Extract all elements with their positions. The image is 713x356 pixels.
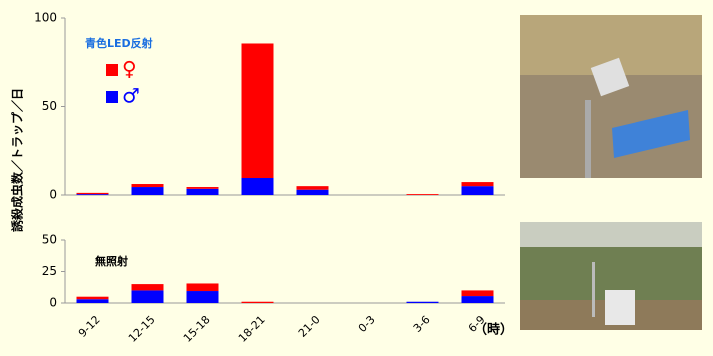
bar-segment <box>187 187 219 189</box>
bar-segment <box>132 187 164 195</box>
y-tick-label: 0 <box>49 296 57 310</box>
legend-swatch <box>106 91 118 103</box>
bar-segment <box>187 189 219 195</box>
bar-segment <box>77 297 109 300</box>
bar-segment <box>407 302 439 303</box>
bar-segment <box>132 290 164 303</box>
bar-segment <box>407 194 439 195</box>
bar-segment <box>77 194 109 195</box>
bar-segment <box>132 184 164 187</box>
bar-segment <box>462 290 494 296</box>
bar-segment <box>187 283 219 291</box>
bar-segment <box>187 291 219 303</box>
legend-label: ♀ <box>122 57 137 81</box>
chart: 誘殺成虫数／トラップ／日 青色LED反射 無照射 （時） 05010002550… <box>0 0 713 356</box>
bar-segment <box>242 302 274 303</box>
y-tick-label: 25 <box>42 264 57 278</box>
bar-segment <box>297 190 329 195</box>
photo-no-light-trap <box>520 222 702 330</box>
bar-segment <box>132 284 164 290</box>
bar-segment <box>242 43 274 178</box>
y-axis-label: 誘殺成虫数／トラップ／日 <box>10 88 25 232</box>
legend-label: ♂ <box>122 84 140 108</box>
bar-segment <box>77 193 109 194</box>
y-tick-label: 100 <box>34 11 57 25</box>
bar-segment <box>462 296 494 303</box>
bar-segment <box>462 186 494 195</box>
bar-segment <box>77 299 109 303</box>
y-tick-label: 0 <box>49 188 57 202</box>
bar-segment <box>462 182 494 186</box>
panel-label: 青色LED反射 <box>85 36 153 50</box>
legend-swatch <box>106 64 118 76</box>
bar-segment <box>242 178 274 195</box>
y-tick-label: 50 <box>42 99 57 113</box>
panel-label: 無照射 <box>95 254 128 268</box>
bar-segment <box>297 186 329 190</box>
y-tick-label: 50 <box>42 233 57 247</box>
photo-led-trap <box>520 15 702 178</box>
